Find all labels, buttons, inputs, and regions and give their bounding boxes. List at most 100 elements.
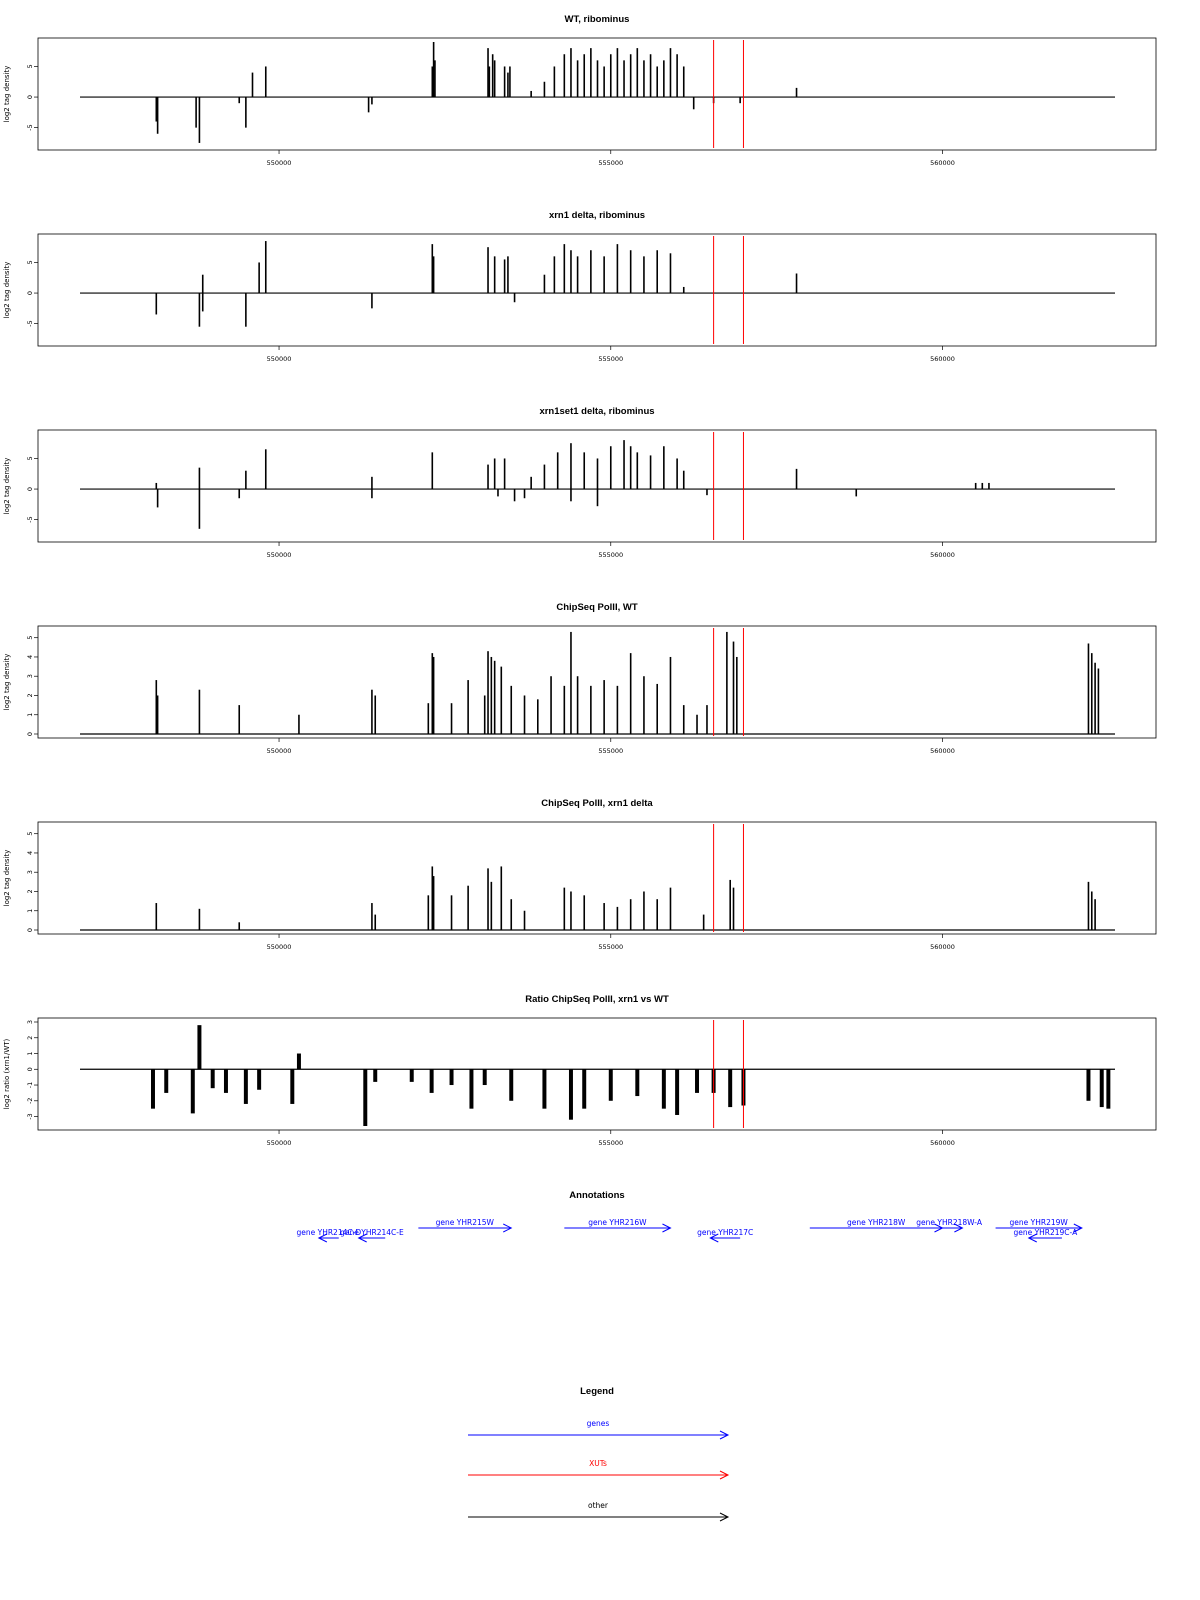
arrow-head-icon [503,1223,513,1233]
y-axis-label: log2 tag density [3,458,11,515]
ratio-bar [257,1069,262,1090]
y-tick-label: 5 [26,260,34,264]
ratio-bar [1099,1069,1104,1108]
plot-frame [37,625,1157,739]
gene-label: gene YHR214C-E [340,1228,404,1237]
panel-title: xrn1 delta, ribominus [549,210,645,221]
gene-label: gene YHR215W [436,1218,495,1227]
chart-panel-3: xrn1set1 delta, ribominus -5 0 5 log2 tag de… [3,406,1157,559]
arrow-head-icon [719,1470,730,1480]
gene-label: gene YHR218W-A [916,1218,983,1227]
arrow-head-icon [954,1223,964,1233]
y-tick-label: 0 [26,928,34,932]
y-axis-label: log2 tag density [3,262,11,319]
plot-frame [37,821,1157,935]
arrow-head-icon [357,1233,367,1243]
x-tick-label: 555000 [598,943,623,951]
ratio-bar [728,1069,733,1108]
plot-frame [37,37,1157,151]
y-tick-label: -2 [26,1098,34,1104]
ratio-bar [296,1053,301,1070]
y-tick-label: 4 [26,851,34,855]
y-tick-label: 3 [26,870,34,874]
y-tick-label: 1 [26,713,34,717]
y-axis-label: log2 tag density [3,66,11,123]
panel-title: Ratio ChipSeq PolII, xrn1 vs WT [525,994,669,1005]
legend-title: Legend [580,1386,614,1397]
ratio-bar [210,1069,215,1089]
ratio-bar [509,1069,514,1101]
x-tick-label: 550000 [267,551,292,559]
y-tick-label: 0 [26,732,34,736]
arrow-head-icon [662,1223,672,1233]
chart-panel-5: ChipSeq PolII, xrn1 delta 0 1 2 3 4 5 log2 tag … [3,798,1157,951]
y-tick-label: -5 [26,124,34,130]
ratio-bar [190,1069,195,1114]
x-tick-label: 560000 [930,355,955,363]
y-axis-label: log2 ratio (xrn1/WT) [3,1038,11,1109]
ratio-bar [661,1069,666,1109]
panel-title: ChipSeq PolII, WT [556,602,637,613]
gene-label: gene YHR218W [847,1218,906,1227]
y-tick-label: 1 [26,909,34,913]
chart-panel-6: Ratio ChipSeq PolII, xrn1 vs WT -3 -2 -1 0 1 2… [3,994,1157,1147]
x-tick-label: 560000 [930,747,955,755]
panel-title: xrn1set1 delta, ribominus [539,406,654,417]
x-tick-label: 560000 [930,1139,955,1147]
annotations-title: Annotations [569,1190,624,1201]
y-tick-label: 4 [26,655,34,659]
panel-title: WT, ribominus [565,14,630,25]
x-tick-label: 555000 [598,355,623,363]
gene-label: gene YHR216W [588,1218,647,1227]
y-tick-label: 0 [26,95,34,99]
ratio-bar [695,1069,700,1093]
ratio-bar [429,1069,434,1093]
gene-label: gene YHR217C [697,1228,753,1237]
y-tick-label: -1 [26,1082,34,1088]
y-tick-label: -5 [26,320,34,326]
y-tick-label: 5 [26,64,34,68]
ratio-bar [608,1069,613,1101]
y-tick-label: 1 [26,1051,34,1055]
ratio-bar [164,1069,169,1093]
y-tick-label: 5 [26,636,34,640]
gene-label: gene YHR219C-A [1013,1228,1078,1237]
legend-panel: Legend genes XUTs other [468,1386,730,1522]
ratio-bar [469,1069,474,1109]
ratio-bar [568,1069,573,1120]
y-tick-label: 5 [26,832,34,836]
ratio-bar [1086,1069,1091,1101]
arrow-head-icon [719,1430,730,1440]
x-tick-label: 550000 [267,943,292,951]
x-tick-label: 550000 [267,355,292,363]
x-tick-label: 550000 [267,159,292,167]
x-tick-label: 560000 [930,551,955,559]
arrow-head-icon [719,1512,730,1522]
chart-panel-1: WT, ribominus -5 0 5 log2 tag density 550000 5… [3,14,1157,167]
gene-label: gene YHR219W [1010,1218,1069,1227]
gene-label: gene YHR214C-D [297,1228,362,1237]
x-tick-label: 560000 [930,943,955,951]
y-tick-label: 0 [26,1067,34,1071]
y-tick-label: 0 [26,291,34,295]
x-tick-label: 550000 [267,1139,292,1147]
legend-label: genes [587,1419,610,1428]
plot-frame [37,429,1157,543]
y-tick-label: 2 [26,1036,34,1040]
ratio-bar [150,1069,155,1109]
arrow-head-icon [1027,1233,1037,1243]
x-tick-label: 555000 [598,1139,623,1147]
ratio-bar [290,1069,295,1104]
x-tick-label: 555000 [598,551,623,559]
x-tick-label: 550000 [267,747,292,755]
arrow-head-icon [317,1233,328,1243]
x-tick-label: 560000 [930,159,955,167]
plot-frame [37,1017,1157,1131]
ratio-bar [1106,1069,1111,1109]
plot-frame [37,233,1157,347]
ratio-bar [449,1069,454,1086]
y-tick-label: 3 [26,674,34,678]
ratio-bar [635,1069,640,1097]
